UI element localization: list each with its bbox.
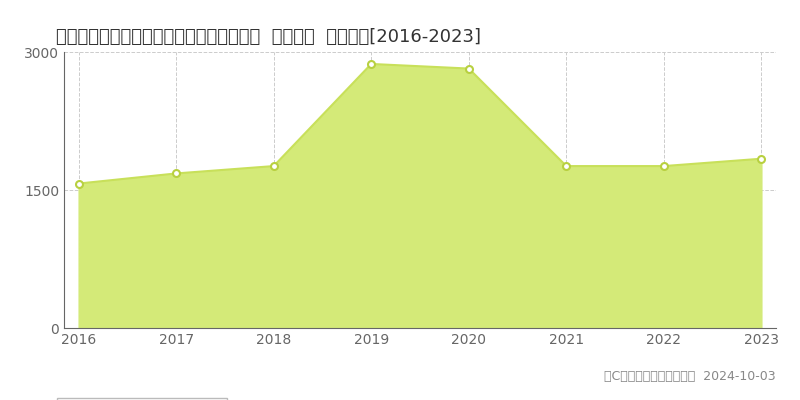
Legend: 基準地価  平均坊単価(万円/坊): 基準地価 平均坊単価(万円/坊) [57,398,227,400]
Text: 東京都新宿区歌舞低町一丁目１８番１１外  基準地価  地価推移[2016-2023]: 東京都新宿区歌舞低町一丁目１８番１１外 基準地価 地価推移[2016-2023] [56,28,481,46]
Text: （C）土地価格ドットコム  2024-10-03: （C）土地価格ドットコム 2024-10-03 [604,370,776,382]
